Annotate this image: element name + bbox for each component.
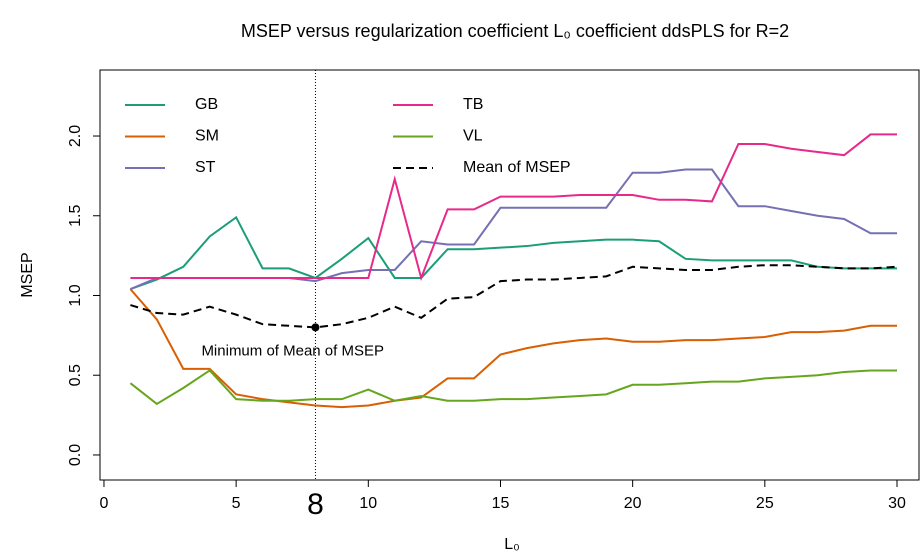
series-line (130, 168, 898, 291)
legend-label: ST (195, 159, 216, 176)
y-tick-label: 1.5 (67, 205, 84, 227)
x-tick-label: 5 (232, 495, 241, 512)
legend-label: Mean of MSEP (463, 159, 571, 176)
x-tick-label: 20 (624, 495, 642, 512)
x-tick-label: 0 (100, 495, 109, 512)
series-line (129, 288, 898, 409)
marker-label: 8 (307, 488, 324, 521)
series-line (129, 369, 898, 406)
plot-frame (99, 69, 920, 481)
y-axis-label: MSEP (19, 252, 36, 297)
y-tick-label: 1.0 (67, 284, 84, 306)
chart-title: MSEP versus regularization coefficient L… (241, 21, 789, 41)
x-axis-label: L₀ (504, 536, 520, 553)
y-tick-label: 2.0 (67, 125, 84, 147)
legend-label: TB (463, 96, 483, 113)
x-tick-label: 25 (756, 495, 774, 512)
legend-label: SM (195, 128, 219, 145)
series-line (130, 215, 898, 291)
annotation-text: Minimum of Mean of MSEP (201, 342, 384, 359)
legend-label: GB (195, 96, 218, 113)
y-tick-label: 0.5 (67, 364, 84, 386)
x-tick-label: 15 (492, 495, 510, 512)
annotation-point (311, 323, 320, 332)
series-line (130, 264, 898, 329)
series-line (130, 133, 898, 282)
x-tick-label: 30 (888, 495, 906, 512)
x-tick-label: 10 (359, 495, 377, 512)
legend-label: VL (463, 128, 483, 145)
y-tick-label: 0.0 (67, 444, 84, 466)
